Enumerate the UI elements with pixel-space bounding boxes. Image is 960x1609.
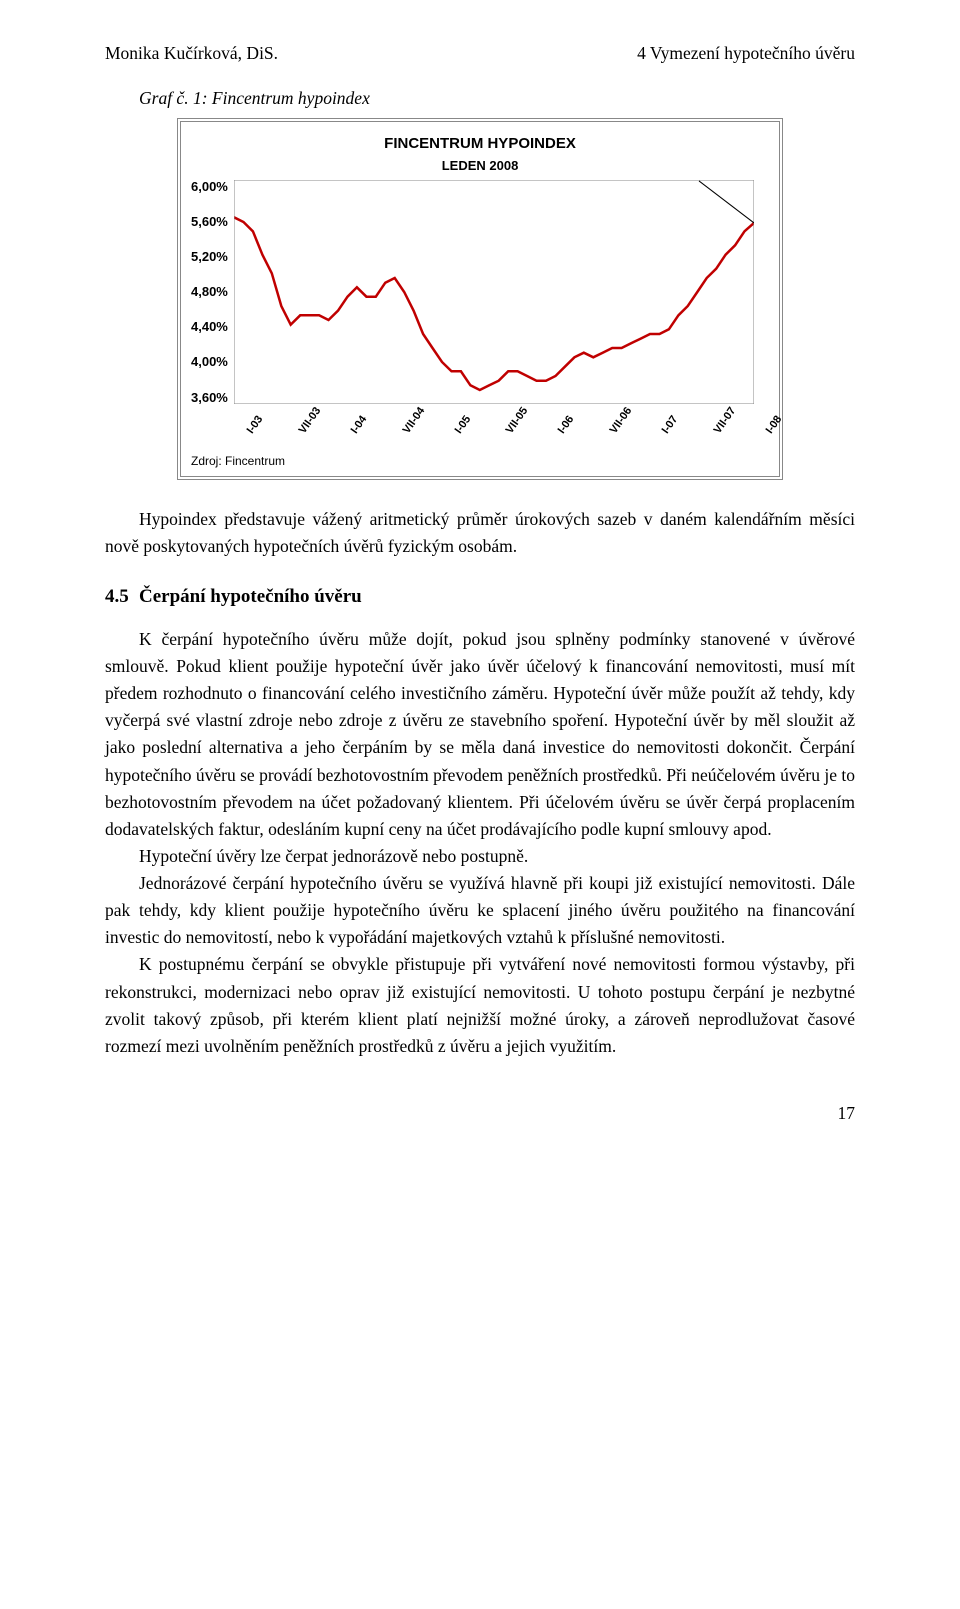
para-4: K postupnému čerpání se obvykle přistupu… — [105, 951, 855, 1060]
chart-x-axis: I-03VII-03I-04VII-04I-05VII-05I-06VII-06… — [243, 408, 763, 425]
chart-y-axis: 6,00%5,60%5,20%4,80%4,40%4,00%3,60% — [191, 180, 234, 404]
chart-subtitle: LEDEN 2008 — [191, 156, 769, 176]
section-heading: 4.5Čerpání hypotečního úvěru — [105, 582, 855, 611]
page-number: 17 — [105, 1100, 855, 1127]
hypoindex-chart: FINCENTRUM HYPOINDEX LEDEN 2008 6,00%5,6… — [177, 118, 783, 480]
chart-title: FINCENTRUM HYPOINDEX — [191, 132, 769, 155]
header-chapter: 4 Vymezení hypotečního úvěru — [637, 40, 855, 67]
section-title: Čerpání hypotečního úvěru — [139, 586, 362, 607]
chart-plot-area: 5,54% — [234, 180, 754, 404]
chart-source: Zdroj: Fincentrum — [191, 452, 769, 471]
para-1: K čerpání hypotečního úvěru může dojít, … — [105, 626, 855, 843]
para-2: Hypoteční úvěry lze čerpat jednorázově n… — [105, 843, 855, 870]
para-lead: Hypoindex představuje vážený aritmetický… — [105, 506, 855, 560]
header-author: Monika Kučírková, DiS. — [105, 40, 278, 67]
para-3: Jednorázové čerpání hypotečního úvěru se… — [105, 870, 855, 951]
figure-caption: Graf č. 1: Fincentrum hypoindex — [139, 85, 855, 112]
section-num: 4.5 — [105, 582, 139, 611]
